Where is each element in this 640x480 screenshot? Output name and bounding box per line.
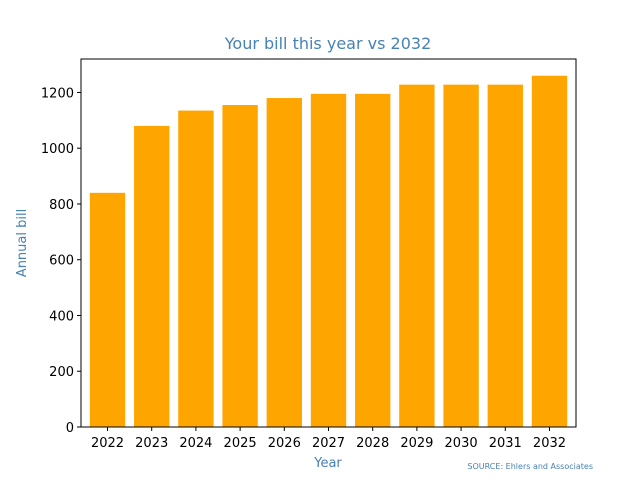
chart-title: Your bill this year vs 2032 (224, 34, 432, 53)
bar (399, 84, 435, 427)
bar (134, 125, 170, 427)
bar (355, 93, 391, 428)
y-tick-label: 400 (49, 309, 74, 324)
x-tick-label: 2031 (489, 436, 522, 451)
x-axis-label: Year (313, 456, 342, 471)
y-tick-label: 1000 (41, 142, 74, 157)
x-tick-label: 2022 (91, 436, 124, 451)
x-tick-label: 2030 (445, 436, 478, 451)
bar (178, 110, 214, 428)
source-note: SOURCE: Ehlers and Associates (467, 462, 593, 471)
bar (443, 84, 479, 427)
x-tick-label: 2026 (268, 436, 301, 451)
bar (310, 93, 347, 428)
y-tick-label: 1200 (41, 86, 74, 101)
bar (222, 105, 258, 427)
plot-frame (80, 58, 577, 428)
y-tick-label: 0 (66, 421, 74, 436)
y-tick-label: 800 (49, 198, 74, 213)
y-axis-label: Annual bill (15, 209, 30, 277)
x-tick-label: 2029 (400, 436, 433, 451)
bar (487, 84, 523, 427)
x-tick-label: 2025 (224, 436, 257, 451)
x-tick-label: 2032 (533, 436, 566, 451)
x-tick-label: 2028 (356, 436, 389, 451)
y-tick-label: 600 (49, 254, 74, 269)
bar (89, 192, 126, 427)
bar (266, 98, 302, 427)
x-tick-label: 2027 (312, 436, 345, 451)
bar (531, 75, 568, 428)
x-tick-label: 2024 (179, 436, 212, 451)
x-tick-label: 2023 (135, 436, 168, 451)
y-tick-label: 200 (49, 365, 74, 380)
